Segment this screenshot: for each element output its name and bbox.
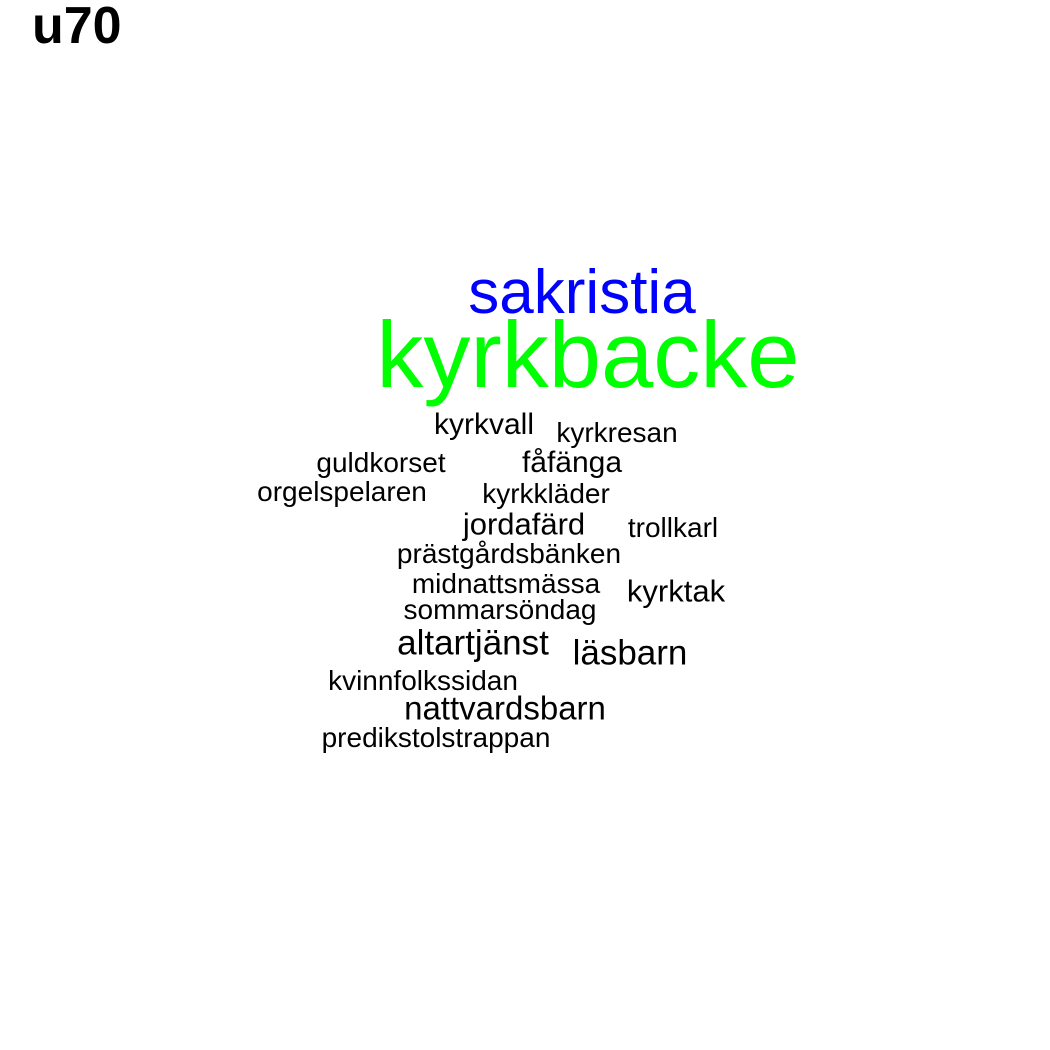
word-kyrkvall: kyrkvall bbox=[433, 408, 535, 441]
word-midnattsmassa: midnattsmässa bbox=[411, 568, 601, 599]
word-nattvardsbarn: nattvardsbarn bbox=[404, 689, 606, 727]
word-jordafard: jordafärd bbox=[462, 506, 586, 542]
word-fafanga: fåfänga bbox=[521, 446, 623, 479]
word-kyrkklader: kyrkkläder bbox=[482, 478, 610, 509]
word-kvinnfolkssidan: kvinnfolkssidan bbox=[328, 665, 518, 696]
word-sommarsondag: sommarsöndag bbox=[403, 594, 597, 625]
word-lasbarn: läsbarn bbox=[572, 633, 688, 673]
word-altartjanst: altartjänst bbox=[397, 623, 549, 663]
word-orgelspelaren: orgelspelaren bbox=[257, 476, 427, 507]
word-prastgardsbanken: prästgårdsbänken bbox=[396, 538, 622, 569]
word-sakristia: sakristia bbox=[468, 258, 696, 327]
page-title: u70 bbox=[32, 0, 122, 55]
word-predikstolstrappan: predikstolstrappan bbox=[321, 722, 551, 753]
word-guldkorset: guldkorset bbox=[316, 447, 446, 478]
word-kyrkbacke: kyrkbacke bbox=[376, 302, 800, 407]
word-kyrkresan: kyrkresan bbox=[556, 417, 678, 448]
word-trollkarl: trollkarl bbox=[627, 512, 719, 543]
word-kyrktak: kyrktak bbox=[626, 573, 726, 609]
